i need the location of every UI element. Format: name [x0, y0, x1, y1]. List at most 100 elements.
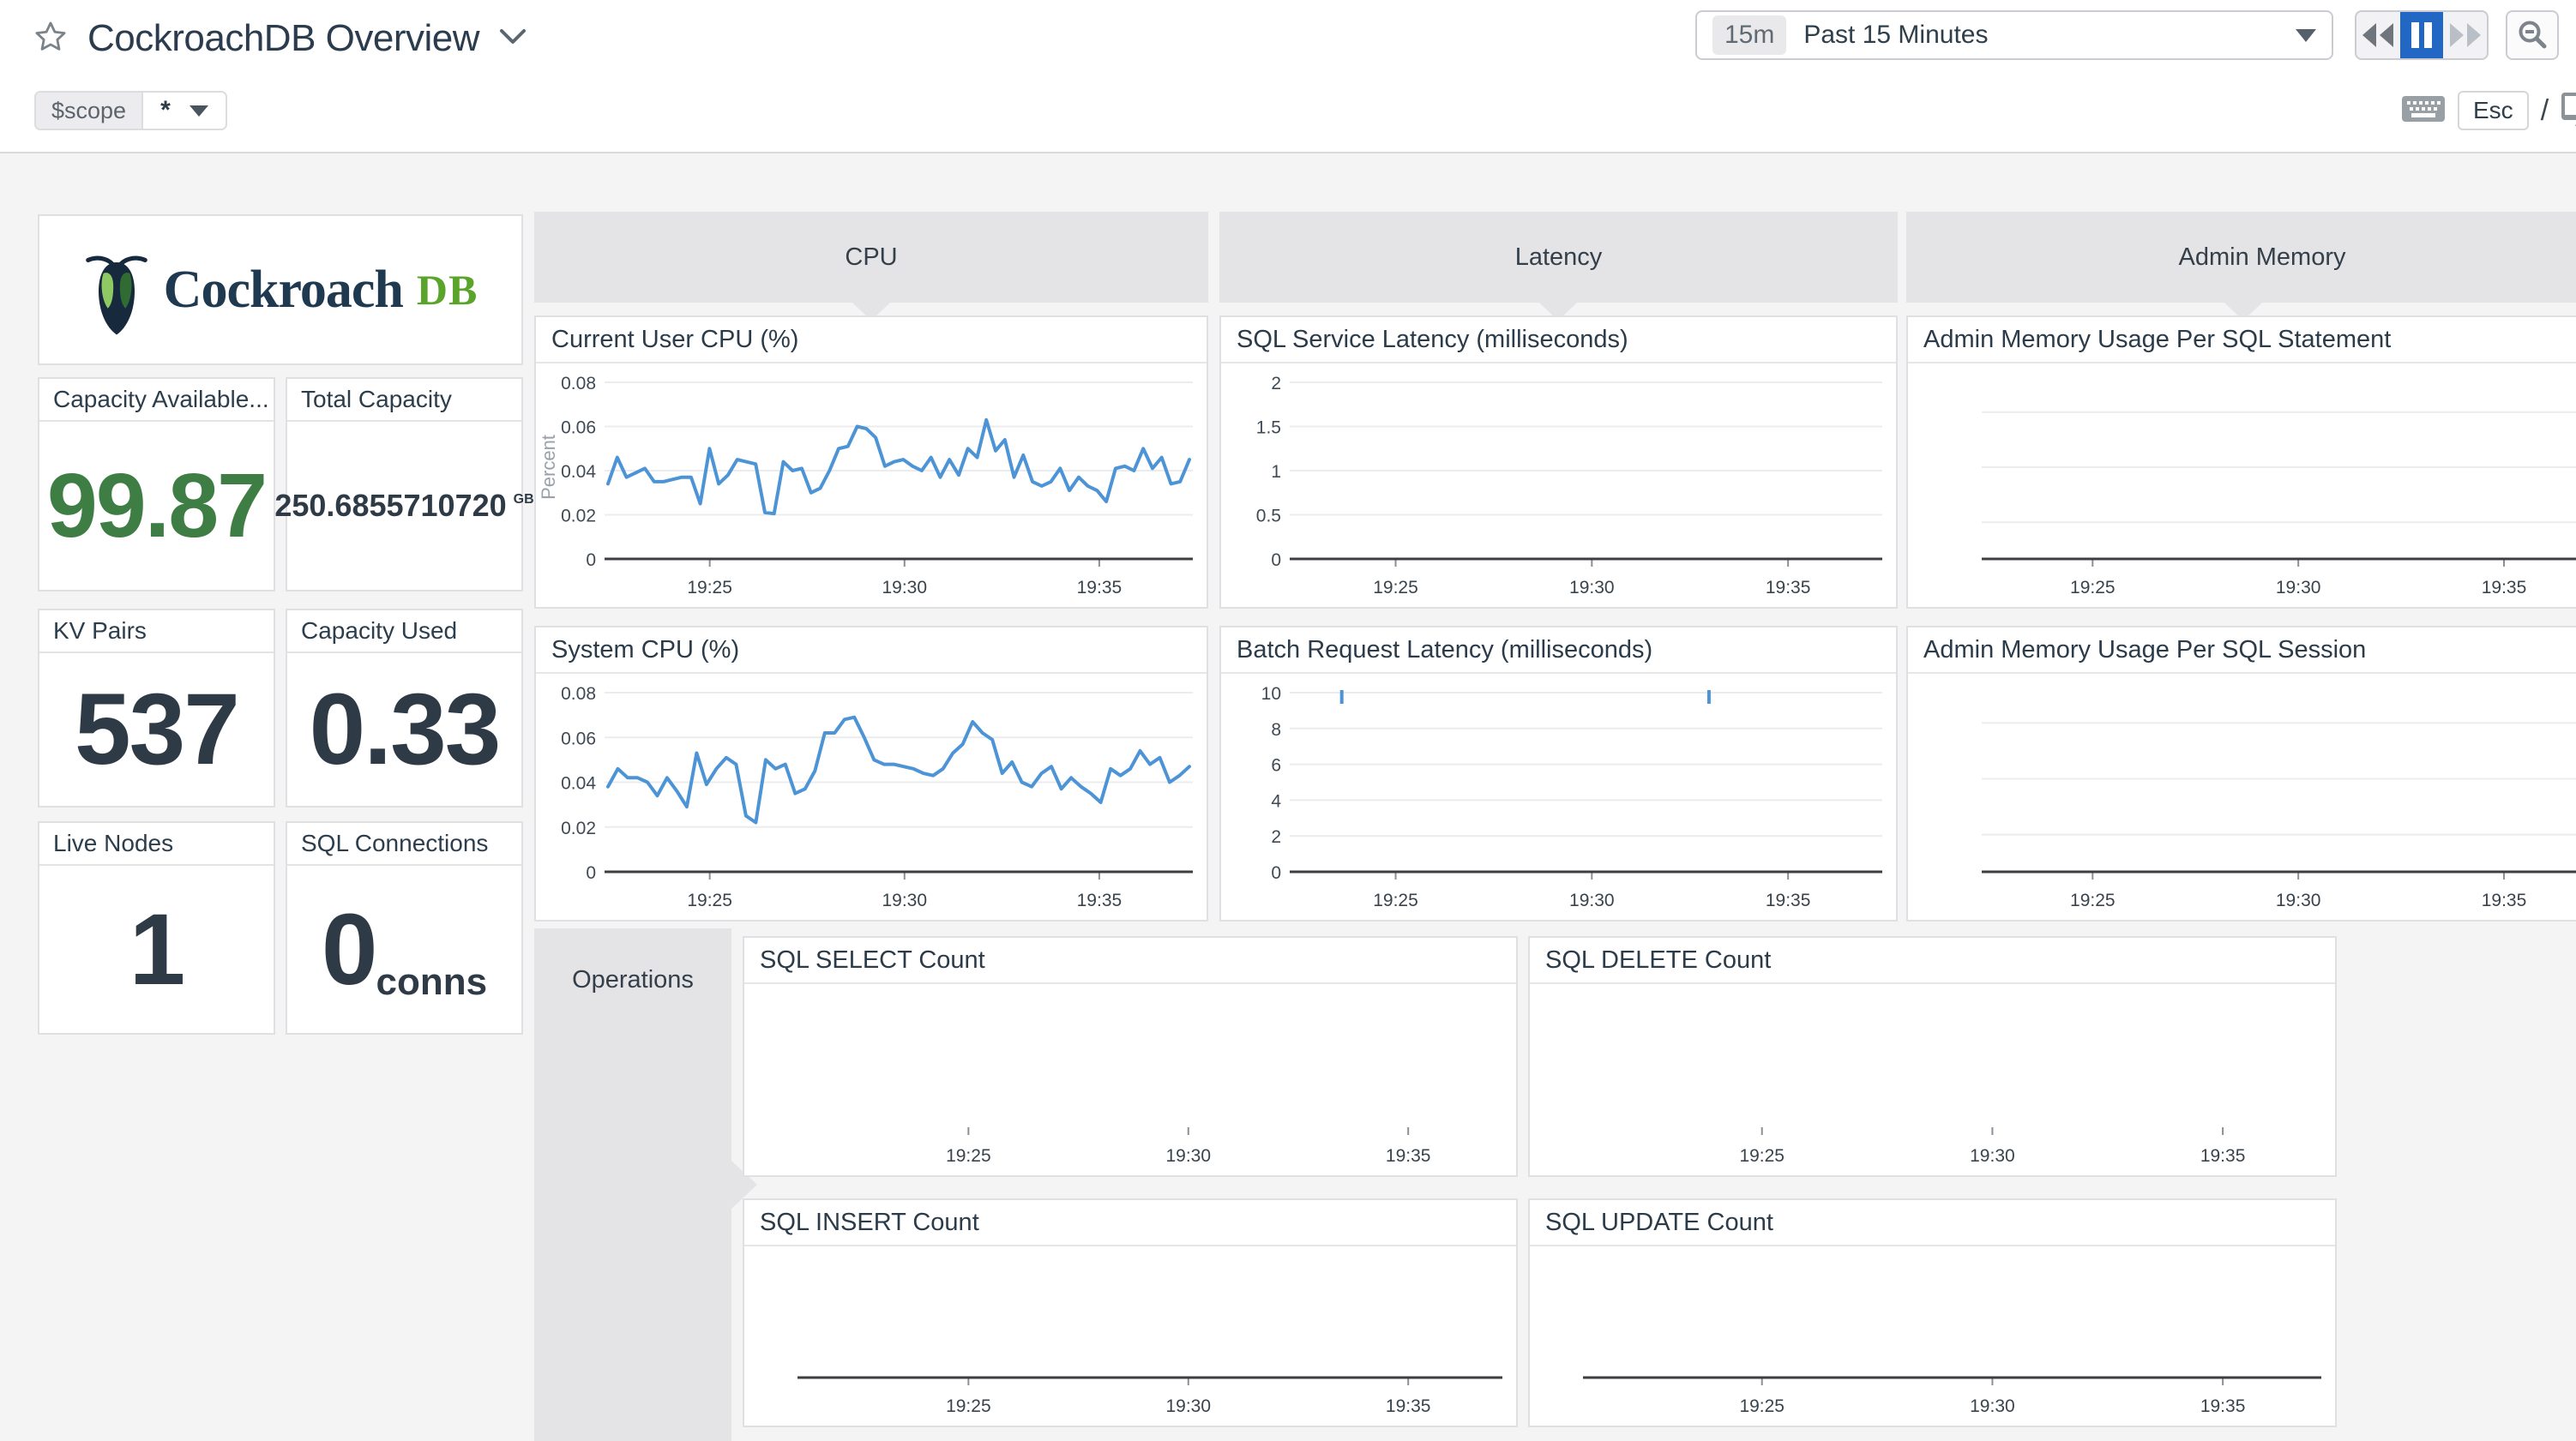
chart-plot: 0 0.5 1 1.5 2 19:25 19:30 19:35 — [1221, 362, 1896, 607]
chart-plot: 19:25 19:30 19:35 — [744, 982, 1516, 1175]
svg-text:19:35: 19:35 — [2482, 891, 2527, 910]
group-header-label: Latency — [1514, 243, 1603, 271]
metric-card-sql-connections[interactable]: SQL Connections 0 conns — [286, 821, 523, 1035]
svg-text:0: 0 — [1271, 863, 1281, 883]
metric-card-total-capacity[interactable]: Total Capacity 250.6855710720 GB — [274, 377, 534, 591]
svg-text:19:35: 19:35 — [1386, 1396, 1431, 1416]
metric-card-live-nodes[interactable]: Live Nodes 1 — [38, 821, 275, 1035]
metric-card-title: KV Pairs — [39, 610, 274, 653]
svg-text:0.08: 0.08 — [561, 684, 596, 704]
chart-plot: 0 0.02 0.04 0.06 0.08 19:25 19:30 19:35 — [536, 672, 1207, 920]
metric-card-capacity-available[interactable]: Capacity Available... 99.87 — [38, 377, 275, 591]
svg-text:0.04: 0.04 — [561, 774, 596, 794]
chart-panel-admin-memory-statement[interactable]: Admin Memory Usage Per SQL Statement 19:… — [1906, 315, 2576, 609]
svg-text:6: 6 — [1271, 756, 1281, 776]
svg-text:19:35: 19:35 — [1077, 891, 1122, 910]
metric-card-value: 0 — [321, 892, 378, 1006]
group-header-operations[interactable]: Operations — [534, 928, 731, 1441]
pause-button[interactable] — [2399, 12, 2444, 58]
esc-key: Esc — [2458, 91, 2529, 130]
svg-text:19:35: 19:35 — [1077, 578, 1122, 597]
scope-value-text: * — [160, 96, 171, 124]
cockroachdb-logo-card: Cockroach DB — [38, 214, 523, 365]
caret-down-icon — [2296, 28, 2316, 42]
svg-text:19:30: 19:30 — [882, 891, 927, 910]
group-header-label: Admin Memory — [2178, 243, 2346, 271]
rewind-button[interactable] — [2356, 12, 2400, 58]
chart-panel-sql-service-latency[interactable]: SQL Service Latency (milliseconds) 0 0.5 1… — [1219, 315, 1898, 609]
chart-title: SQL Service Latency (milliseconds) — [1221, 317, 1896, 363]
metric-card-unit: GB — [513, 492, 534, 507]
svg-text:Percent: Percent — [538, 435, 559, 500]
chart-panel-system-cpu[interactable]: System CPU (%) 0 0.02 0.04 0.06 0.08 19:25 19:… — [534, 626, 1208, 922]
chart-title: SQL DELETE Count — [1530, 938, 2335, 984]
pause-icon — [2411, 22, 2432, 48]
page-title: CockroachDB Overview — [87, 17, 480, 59]
svg-text:19:30: 19:30 — [1970, 1146, 2015, 1166]
group-header-latency[interactable]: Latency — [1219, 212, 1898, 303]
chart-panel-admin-memory-session[interactable]: Admin Memory Usage Per SQL Session 19:25… — [1906, 626, 2576, 922]
chevron-down-icon[interactable] — [498, 27, 527, 51]
chart-panel-batch-request-latency[interactable]: Batch Request Latency (milliseconds) 0 2 4… — [1219, 626, 1898, 922]
slash-separator: / — [2540, 93, 2549, 127]
svg-text:19:30: 19:30 — [2276, 891, 2321, 910]
dashboard-header: CockroachDB Overview — [33, 9, 527, 69]
group-header-label: CPU — [845, 243, 898, 271]
rewind-icon — [2362, 23, 2394, 47]
metric-card-kv-pairs[interactable]: KV Pairs 537 — [38, 609, 275, 808]
svg-text:19:30: 19:30 — [1569, 891, 1615, 910]
fast-forward-icon — [2449, 23, 2481, 47]
logo-wordmark: Cockroach — [163, 260, 404, 319]
metric-card-title: Capacity Available... — [39, 379, 274, 422]
cockroach-logo-icon — [85, 255, 147, 335]
playback-controls — [2355, 10, 2489, 60]
svg-text:0: 0 — [586, 863, 596, 883]
chart-title: Batch Request Latency (milliseconds) — [1221, 627, 1896, 674]
svg-text:19:25: 19:25 — [2070, 891, 2116, 910]
scope-variable-value[interactable]: * — [143, 93, 226, 129]
chart-panel-sql-insert-count[interactable]: SQL INSERT Count 19:25 19:30 19:35 — [743, 1198, 1518, 1427]
chart-panel-sql-select-count[interactable]: SQL SELECT Count 19:25 19:30 19:35 — [743, 936, 1518, 1177]
svg-text:0.06: 0.06 — [561, 418, 596, 438]
scope-variable-name: $scope — [36, 93, 144, 129]
svg-text:0.02: 0.02 — [561, 507, 596, 526]
svg-text:19:25: 19:25 — [2070, 578, 2116, 597]
metric-card-title: SQL Connections — [287, 823, 521, 866]
chart-panel-current-user-cpu[interactable]: Current User CPU (%) 0 0.02 0.04 0.06 0.08 19… — [534, 315, 1208, 609]
chart-plot: 19:25 19:30 19:35 — [1530, 1245, 2335, 1426]
metric-card-title: Capacity Used — [287, 610, 521, 653]
svg-text:0.06: 0.06 — [561, 729, 596, 748]
svg-text:19:25: 19:25 — [687, 578, 732, 597]
metric-card-capacity-used[interactable]: Capacity Used 0.33 — [286, 609, 523, 808]
zoom-out-graphs-button[interactable] — [2506, 10, 2559, 60]
header-right-icons: Esc / — [2401, 86, 2576, 135]
svg-text:19:35: 19:35 — [2200, 1146, 2246, 1166]
svg-text:8: 8 — [1271, 720, 1281, 740]
dropdown-caret-icon — [189, 105, 208, 117]
svg-text:0: 0 — [586, 550, 596, 570]
chart-panel-sql-update-count[interactable]: SQL UPDATE Count 19:25 19:30 19:35 — [1528, 1198, 2337, 1427]
svg-text:2: 2 — [1271, 374, 1281, 393]
monitor-icon[interactable] — [2561, 91, 2576, 131]
svg-text:0.08: 0.08 — [561, 374, 596, 393]
chart-title: SQL SELECT Count — [744, 938, 1516, 984]
svg-text:1.5: 1.5 — [1256, 418, 1281, 438]
template-variable-scope[interactable]: $scope * — [34, 91, 227, 130]
fast-forward-button[interactable] — [2443, 12, 2487, 58]
svg-text:19:25: 19:25 — [946, 1146, 991, 1166]
svg-text:19:25: 19:25 — [1373, 578, 1418, 597]
chart-plot: 19:25 19:30 19:35 — [1530, 982, 2335, 1175]
svg-text:19:30: 19:30 — [1165, 1396, 1211, 1416]
metric-card-value: 250.6855710720 — [274, 488, 507, 523]
chart-panel-sql-delete-count[interactable]: SQL DELETE Count 19:25 19:30 19:35 — [1528, 936, 2337, 1177]
chart-plot: 19:25 19:30 19:35 — [744, 1245, 1516, 1426]
svg-text:19:35: 19:35 — [2200, 1396, 2246, 1416]
group-header-admin-memory[interactable]: Admin Memory — [1906, 212, 2576, 303]
group-header-cpu[interactable]: CPU — [534, 212, 1208, 303]
star-icon[interactable] — [33, 19, 69, 59]
chart-plot: 0 0.02 0.04 0.06 0.08 19:25 19:30 19:35 Percent — [536, 362, 1207, 607]
time-range-picker[interactable]: 15m Past 15 Minutes — [1695, 10, 2333, 60]
chart-plot: 0 2 4 6 8 10 19:25 19:30 19:35 — [1221, 672, 1896, 920]
metric-card-value: 537 — [75, 673, 240, 786]
